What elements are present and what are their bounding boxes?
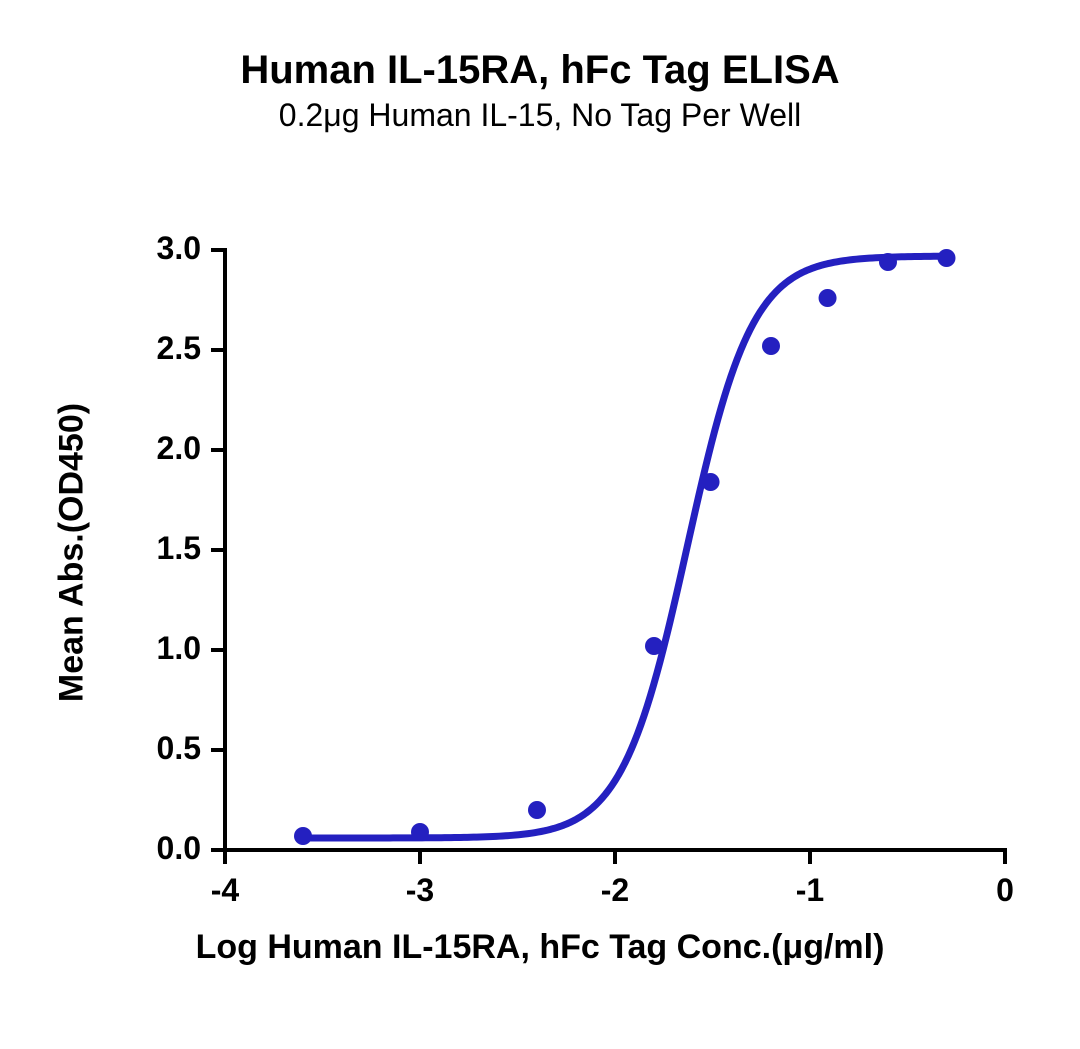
x-tick-label: -1 [770,872,850,909]
y-tick-label: 0.5 [111,730,201,767]
y-tick-label: 1.5 [111,530,201,567]
data-point [879,253,897,271]
chart-titles: Human IL-15RA, hFc Tag ELISA 0.2μg Human… [0,48,1080,134]
x-tick-label: 0 [965,872,1045,909]
plot-area [225,250,1005,850]
y-axis-label: Mean Abs.(OD450) [53,373,92,733]
y-tick-label: 2.5 [111,330,201,367]
y-tick-label: 0.0 [111,830,201,867]
data-point [702,473,720,491]
x-tick-label: -2 [575,872,655,909]
y-tick-label: 2.0 [111,430,201,467]
chart-title: Human IL-15RA, hFc Tag ELISA [0,48,1080,93]
x-tick-label: -4 [185,872,265,909]
plot-svg [225,250,1005,850]
chart-subtitle: 0.2μg Human IL-15, No Tag Per Well [0,97,1080,134]
data-point [938,249,956,267]
data-point [762,337,780,355]
data-point [528,801,546,819]
y-tick-label: 3.0 [111,230,201,267]
data-point [294,827,312,845]
y-tick-label: 1.0 [111,630,201,667]
x-tick-label: -3 [380,872,460,909]
x-axis-label: Log Human IL-15RA, hFc Tag Conc.(μg/ml) [0,928,1080,967]
data-point [411,823,429,841]
data-point [645,637,663,655]
data-point [819,289,837,307]
fit-curve [303,256,947,838]
